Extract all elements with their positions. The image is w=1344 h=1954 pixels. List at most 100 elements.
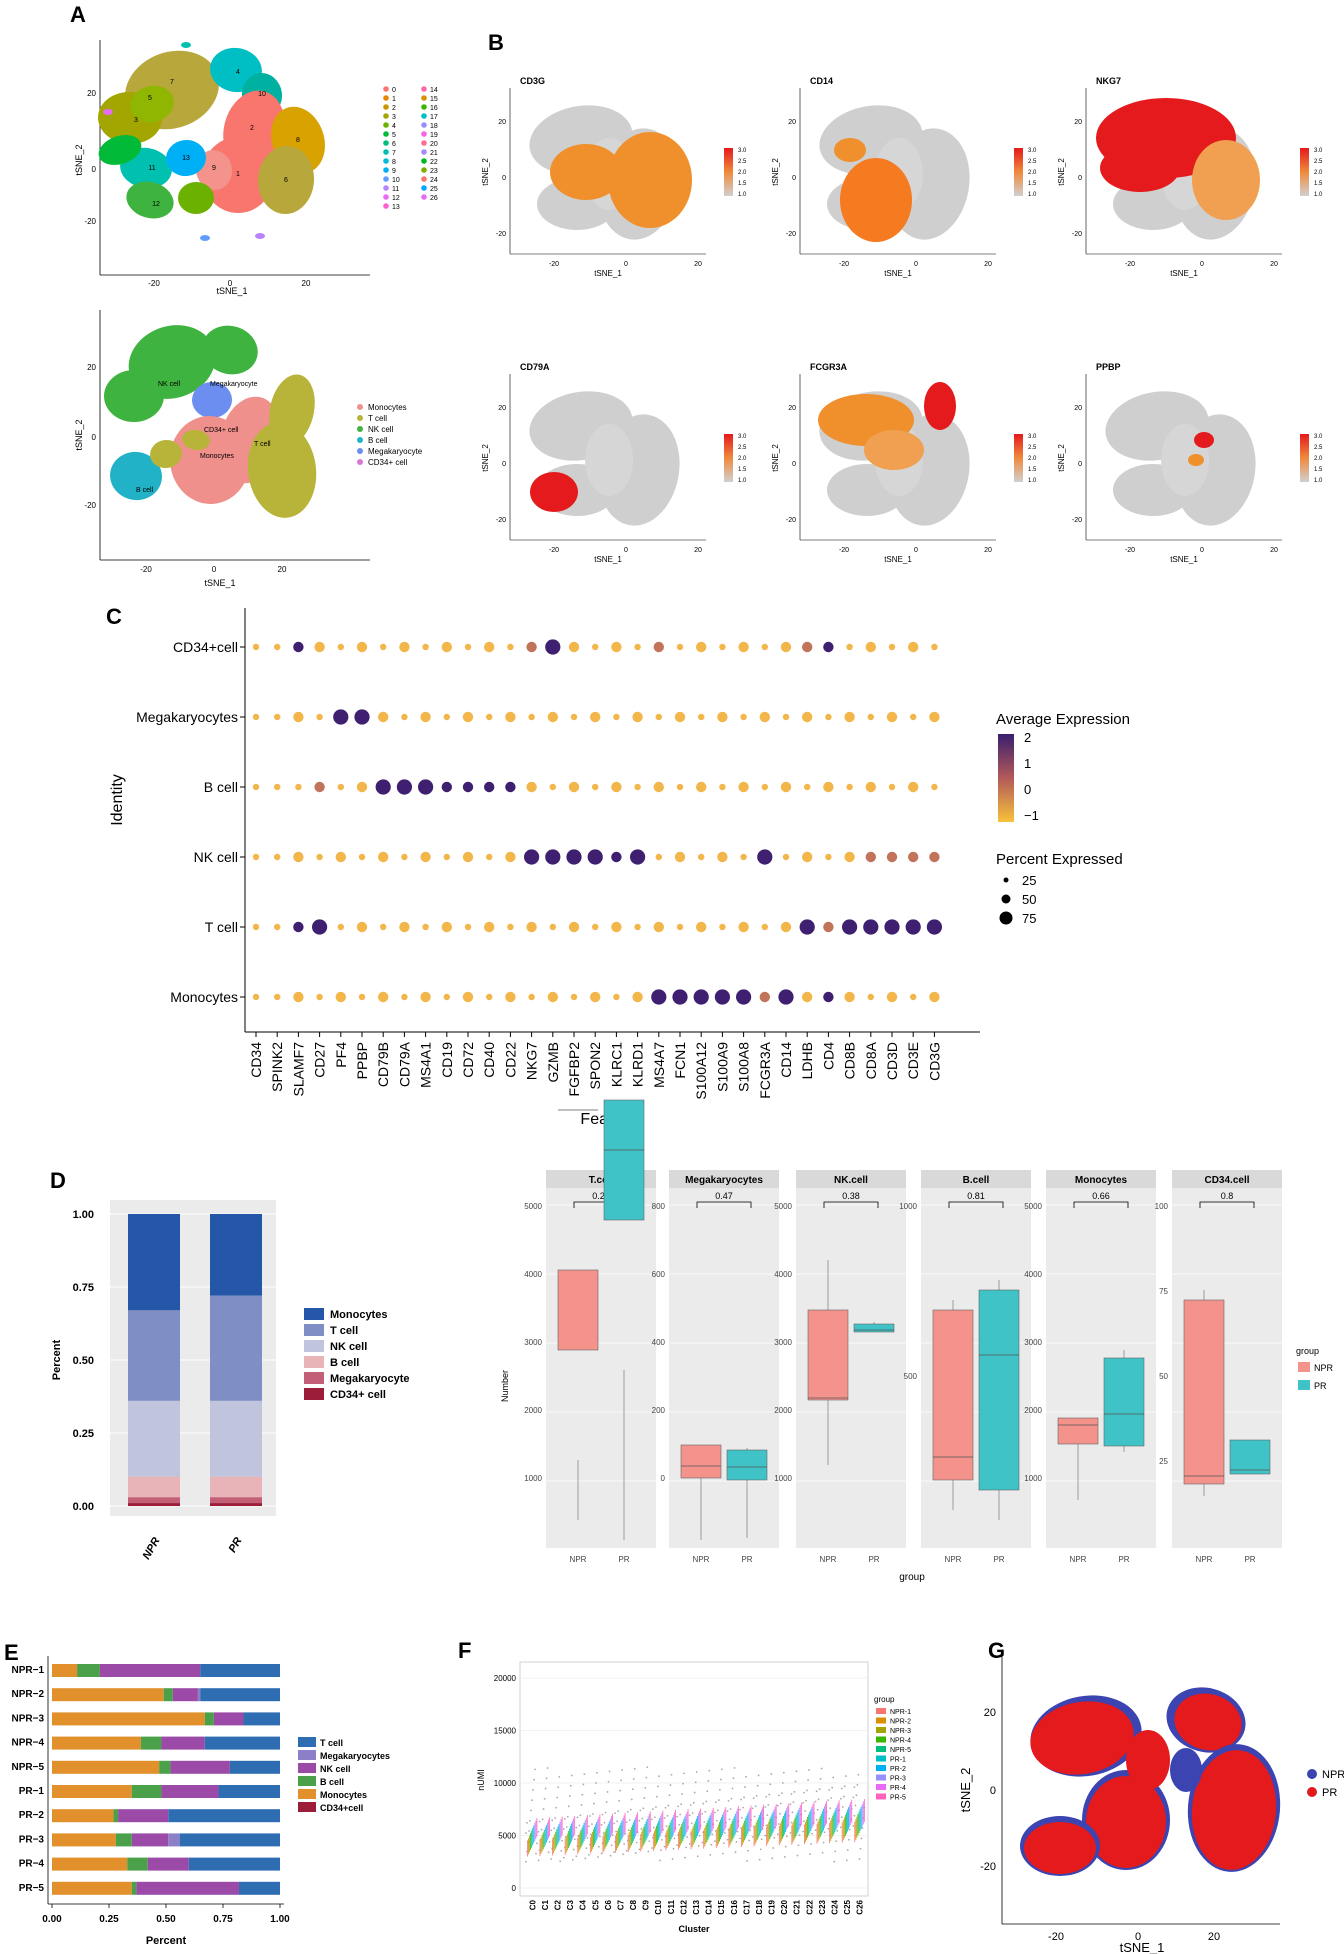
expression-colorbar [724, 434, 733, 482]
expression-hotspot [834, 138, 866, 162]
dot-5-8 [420, 991, 431, 1003]
e-legend-label: NK cell [320, 1764, 351, 1774]
box-xtick: PR [993, 1555, 1004, 1564]
f-box [649, 1811, 651, 1832]
f-box [772, 1811, 774, 1833]
tick: -20 [496, 517, 506, 524]
f-box [817, 1821, 819, 1842]
cluster-legend-label: 6 [392, 141, 396, 148]
f-xtick: C5 [591, 1899, 600, 1910]
f-point [537, 1830, 540, 1833]
f-point [840, 1816, 843, 1819]
dot-0-25 [780, 641, 792, 653]
f-point [803, 1791, 805, 1794]
e-bar-seg [52, 1760, 160, 1774]
axis-label: tSNE_2 [771, 444, 780, 472]
f-box [715, 1829, 717, 1849]
dot-0-23 [738, 641, 749, 653]
f-box [683, 1819, 685, 1839]
cluster-legend-label: 3 [392, 114, 396, 121]
tick: 20 [278, 565, 287, 574]
f-point [861, 1827, 864, 1830]
e-bar-seg [218, 1785, 280, 1798]
feature-label: CD3G [926, 1042, 942, 1081]
cluster-number: 7 [170, 79, 174, 86]
f-point [542, 1808, 545, 1810]
cluster-legend-label: 22 [430, 159, 438, 166]
tick: -20 [839, 547, 849, 554]
f-box [824, 1806, 825, 1829]
f-point [792, 1801, 795, 1803]
f-box [731, 1821, 733, 1841]
f-box [612, 1813, 613, 1834]
f-point [706, 1790, 709, 1793]
f-point [652, 1808, 654, 1811]
f-legend-swatch [876, 1708, 886, 1714]
f-box [806, 1819, 807, 1840]
dot-1-18 [632, 711, 643, 723]
f-box [825, 1803, 826, 1826]
stack-legend: Monocytes T cell NK cell B cell Megakaryocyt… [304, 1308, 410, 1401]
f-box [671, 1817, 673, 1838]
box-ytick: 4000 [1024, 1270, 1042, 1279]
sample-label: PR−1 [19, 1786, 45, 1797]
tick: -20 [496, 231, 506, 238]
f-point [536, 1842, 538, 1845]
f-point [575, 1826, 578, 1829]
stack-legend-label: T cell [330, 1325, 358, 1337]
dot-0-1 [274, 643, 281, 651]
cluster-legend-label: 2 [392, 105, 396, 112]
f-point [658, 1775, 660, 1778]
dot-4-7 [399, 921, 410, 933]
celltype-legend: Monocytes T cell NK cell B cell Megakaryocyt… [357, 403, 423, 467]
f-point [730, 1797, 733, 1800]
pct-tick-25: 25 [1022, 873, 1036, 888]
dot-2-20 [676, 783, 684, 791]
dot-2-0 [252, 783, 260, 791]
f-point [727, 1799, 730, 1802]
f-point [740, 1798, 742, 1801]
f-box [795, 1815, 797, 1836]
f-point [642, 1807, 645, 1810]
e-bar-seg [52, 1688, 164, 1702]
f-point [789, 1831, 792, 1834]
tick: 20 [1074, 119, 1082, 126]
dot-4-30 [884, 919, 900, 935]
f-point [701, 1841, 704, 1844]
e-bar-seg [179, 1833, 280, 1847]
tick: 0 [624, 261, 628, 268]
dot-0-7 [399, 641, 410, 653]
feature-plot-title: PPBP [1096, 362, 1121, 372]
f-point [664, 1806, 667, 1809]
tick: 20 [694, 547, 702, 554]
f-box [724, 1809, 726, 1831]
dot-2-11 [484, 781, 495, 793]
f-point [754, 1805, 757, 1808]
f-point [785, 1835, 788, 1838]
f-point [839, 1826, 842, 1829]
f-box [730, 1823, 732, 1844]
f-xtick: C7 [616, 1899, 625, 1910]
f-point [562, 1828, 565, 1830]
f-xtick: C10 [654, 1899, 663, 1914]
celltype-label-mono: Monocytes [200, 453, 234, 460]
f-point [848, 1828, 851, 1831]
f-xtick: C26 [856, 1899, 865, 1914]
e-bar-seg [52, 1736, 141, 1750]
f-box [748, 1810, 750, 1832]
dot-4-20 [676, 923, 684, 931]
f-box [856, 1816, 858, 1838]
e-legend: T cell Megakaryocytes NK cell B cell Monocyt… [298, 1737, 390, 1813]
dot-3-1 [274, 853, 281, 861]
f-legend-swatch [876, 1765, 886, 1771]
feature-label: PF4 [333, 1042, 349, 1068]
f-box [668, 1825, 670, 1844]
f-box [812, 1804, 814, 1827]
pct-dot-50 [1001, 894, 1011, 904]
f-point [831, 1786, 834, 1789]
f-box [578, 1835, 580, 1853]
e-xlabel: Percent [146, 1935, 187, 1947]
f-box [722, 1814, 724, 1835]
cluster-legend-dot [383, 122, 389, 128]
f-point [644, 1786, 647, 1789]
